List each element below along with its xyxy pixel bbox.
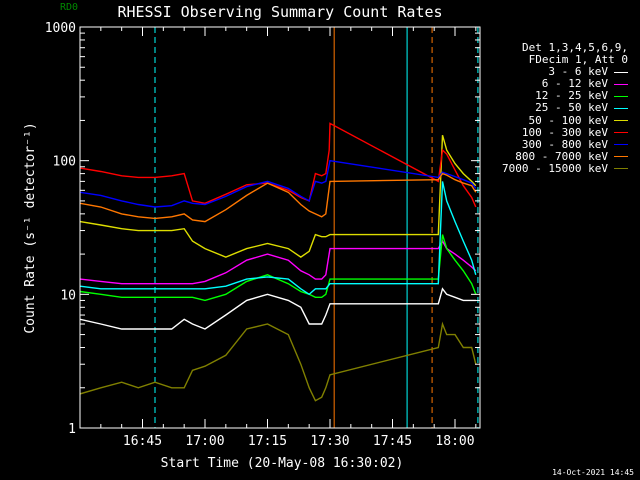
legend-swatch [614, 83, 628, 85]
legend-swatch [614, 132, 628, 134]
x-tick-label: 18:00 [435, 434, 474, 449]
y-tick-label: 1000 [45, 21, 76, 36]
legend-entry: 7000 - 15000 keV [502, 161, 628, 175]
legend-entry: 300 - 800 keV [502, 137, 628, 151]
legend-swatch [614, 168, 628, 170]
x-tick-label: 17:30 [310, 434, 349, 449]
legend-entry: 6 - 12 keV [502, 78, 628, 90]
legend-swatch [614, 120, 628, 122]
legend-swatch [614, 156, 628, 158]
x-axis-label: Start Time (20-May-08 16:30:02) [161, 456, 404, 471]
legend-header-line-1: Det 1,3,4,5,6,9, [522, 41, 628, 54]
legend-entry-label: 12 - 25 keV [535, 89, 608, 103]
legend-entry-label: 3 - 6 keV [548, 65, 608, 79]
series-line-3 [80, 234, 477, 302]
legend-entry-label: 7000 - 15000 keV [502, 161, 608, 175]
legend-swatch [614, 95, 628, 97]
y-tick-label: 100 [53, 155, 76, 170]
legend-entry: 100 - 300 keV [502, 125, 628, 139]
legend-swatch [614, 107, 628, 109]
y-axis: 1 10 100 1000 [45, 21, 480, 437]
legend-entry-label: 300 - 800 keV [521, 137, 608, 151]
x-axis: 16:45 17:00 17:15 17:30 17:45 18:00 [79, 27, 477, 449]
legend-swatch [614, 144, 628, 146]
footer-date: 14-Oct-2021 14:45 [552, 468, 634, 477]
legend-entry-label: 100 - 300 keV [521, 125, 608, 139]
legend-entry: 50 - 100 keV [502, 113, 628, 127]
x-tick-label: 16:45 [123, 434, 162, 449]
series-line-1 [80, 287, 476, 330]
x-tick-label: 17:00 [185, 434, 224, 449]
series-line-6 [80, 122, 477, 208]
legend-entry-label: 800 - 7000 keV [515, 149, 608, 163]
legend-entry: 800 - 7000 keV [502, 149, 628, 163]
legend-entry-label: 50 - 100 keV [528, 113, 608, 127]
series-line-7 [80, 159, 477, 208]
y-tick-label: 10 [60, 288, 76, 303]
series-line-5 [80, 135, 477, 258]
legend-entry: 3 - 6 keV [502, 66, 628, 78]
legend-swatch [614, 71, 628, 73]
series-line-4 [80, 181, 477, 296]
x-tick-label: 17:15 [248, 434, 287, 449]
legend-entry: 12 - 25 keV [502, 90, 628, 102]
legend-entry-label: 6 - 12 keV [541, 77, 608, 91]
annotation-rd4: RD4 [90, 19, 108, 30]
chart-title: RHESSI Observing Summary Count Rates [117, 3, 442, 21]
y-tick-label: 1 [68, 422, 76, 437]
x-tick-label: 17:45 [373, 434, 412, 449]
series-line-9 [80, 321, 477, 402]
y-axis-label: Count Rate (s⁻¹ detector⁻¹) [23, 122, 38, 333]
legend-entry-label: 25 - 50 keV [535, 101, 608, 115]
annotation-rd0: RD0 [60, 2, 78, 13]
series-line-8 [80, 172, 477, 223]
legend: Det 1,3,4,5,6,9, FDecim 1, Att 0 3 - 6 k… [502, 41, 628, 175]
legend-header-line-2: FDecim 1, Att 0 [528, 53, 628, 67]
plot-frame [79, 26, 481, 429]
legend-entry: 25 - 50 keV [502, 102, 628, 114]
